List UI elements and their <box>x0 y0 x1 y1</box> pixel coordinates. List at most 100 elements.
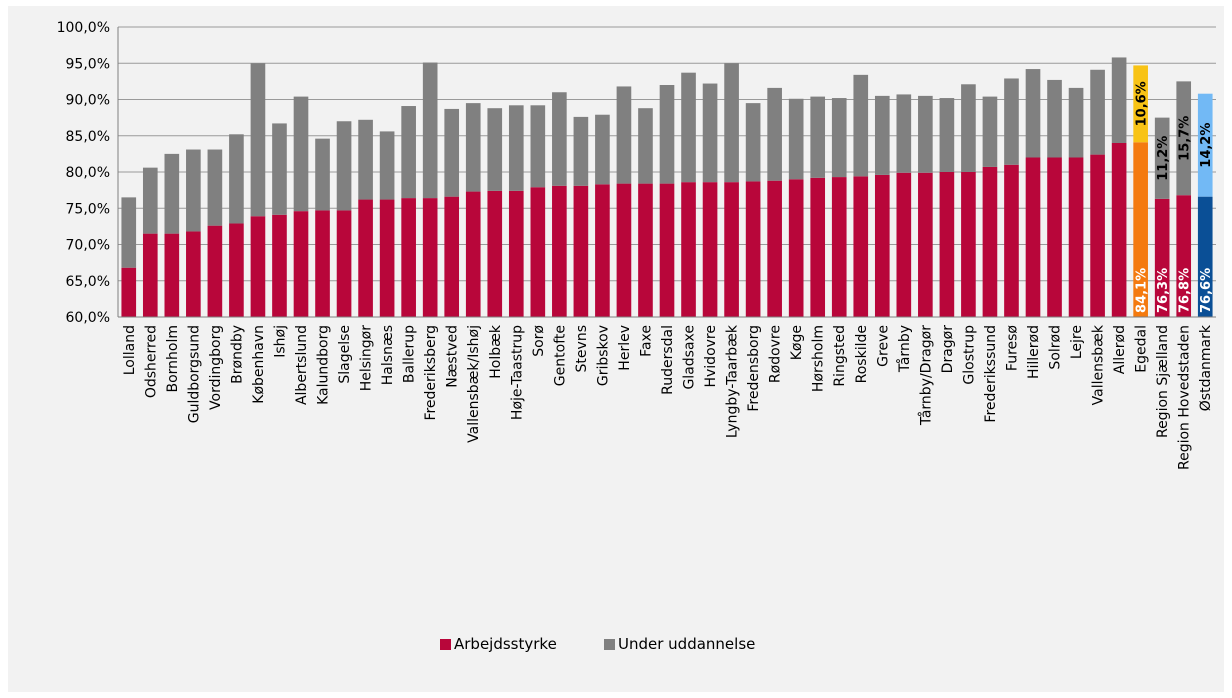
bar-arbejdsstyrke-holbæk <box>487 190 503 317</box>
bar-under-uddannelse-allerød <box>1111 57 1127 144</box>
x-category-label: Helsingør <box>359 325 375 392</box>
x-category-label: Brøndby <box>229 325 245 384</box>
bar-under-uddannelse-ballerup <box>401 106 416 199</box>
legend-swatch-under-uddannelse <box>604 639 615 650</box>
bar-under-uddannelse-bornholm <box>164 153 180 234</box>
x-category-label: Region Hovedstaden <box>1177 325 1193 470</box>
bar-under-uddannelse-solrød <box>1047 79 1062 158</box>
bar-arbejdsstyrke-vallensbæk <box>1090 154 1105 317</box>
x-category-label: Gentofte <box>552 325 568 386</box>
bar-under-uddannelse-tårnby <box>896 94 912 173</box>
bar-arbejdsstyrke-helsingør <box>358 199 373 317</box>
x-category-label: Rudersdal <box>660 325 676 395</box>
bar-arbejdsstyrke-sorø <box>530 187 546 317</box>
x-category-label: Tårnby <box>896 325 913 373</box>
bar-arbejdsstyrke-ishøj <box>272 214 287 317</box>
y-tick-label: 90,0% <box>66 93 110 109</box>
x-category-label: Furesø <box>1004 325 1020 372</box>
bar-arbejdsstyrke-østdanmark <box>1197 196 1213 317</box>
x-category-label: Holbæk <box>488 324 504 379</box>
x-category-label: Region Sjælland <box>1155 325 1171 438</box>
x-category-labels: Lolland Odsherred Bornholm Guldborgsund Vord… <box>122 324 1214 470</box>
legend-label-under-uddannelse: Under uddannelse <box>618 635 755 653</box>
x-category-label: Sorø <box>531 325 547 357</box>
data-label-arbejdsstyrke: 76,8% <box>1178 268 1193 313</box>
bar-under-uddannelse-herlev <box>616 86 632 184</box>
bar-arbejdsstyrke-furesø <box>1004 164 1019 317</box>
bar-arbejdsstyrke-ringsted <box>831 177 847 317</box>
bar-under-uddannelse-gribskov <box>595 114 610 185</box>
bar-arbejdsstyrke-bornholm <box>164 233 180 317</box>
bar-under-uddannelse-københavn <box>250 63 266 217</box>
bar-under-uddannelse-hvidovre <box>702 83 718 183</box>
x-category-label: Greve <box>875 325 891 367</box>
bar-under-uddannelse-odsherred <box>142 167 158 234</box>
x-category-label: Hillerød <box>1026 325 1042 379</box>
bar-under-uddannelse-høje-taastrup <box>508 105 524 191</box>
stacked-bar-chart: 84,1% 10,6% 76,3% 11,2% 76,8% 15,7% 76,6% 14,2%… <box>57 20 1216 653</box>
bar-arbejdsstyrke-slagelse <box>336 210 352 317</box>
bar-arbejdsstyrke-køge <box>788 179 804 317</box>
bar-arbejdsstyrke-gentofte <box>552 185 567 317</box>
bar-arbejdsstyrke-faxe <box>638 183 653 317</box>
y-tick-label: 95,0% <box>66 56 110 72</box>
bar-arbejdsstyrke-lolland <box>121 267 137 317</box>
y-tick-label: 100,0% <box>57 20 110 36</box>
x-category-label: Østdanmark <box>1198 324 1214 411</box>
bar-under-uddannelse-region-hovedstaden <box>1176 81 1192 196</box>
x-category-label: Fredensborg <box>746 325 762 412</box>
bar-arbejdsstyrke-hvidovre <box>702 182 718 317</box>
bar-under-uddannelse-sorø <box>530 105 546 188</box>
data-label-arbejdsstyrke: 84,1% <box>1135 268 1150 313</box>
x-category-label: Guldborgsund <box>186 325 202 423</box>
axes <box>117 27 1216 318</box>
bar-under-uddannelse-vallensbæk-ishøj <box>465 103 481 192</box>
bar-arbejdsstyrke-odsherred <box>142 233 158 317</box>
x-category-label: Ringsted <box>832 325 848 387</box>
bar-under-uddannelse-østdanmark <box>1197 93 1213 197</box>
x-category-label: Gribskov <box>595 325 611 386</box>
data-label-under-uddannelse: 11,2% <box>1156 136 1171 181</box>
x-category-label: Hørsholm <box>811 325 827 392</box>
bar-arbejdsstyrke-region-hovedstaden <box>1176 195 1192 317</box>
bar-under-uddannelse-gentofte <box>552 92 567 186</box>
x-category-label: Gladsaxe <box>682 325 698 390</box>
legend: Arbejdsstyrke Under uddannelse <box>440 635 755 653</box>
x-category-label: Solrød <box>1048 325 1064 370</box>
bar-under-uddannelse-dragør <box>939 98 955 172</box>
x-category-label: Herlev <box>617 325 633 371</box>
bar-arbejdsstyrke-hillerød <box>1025 157 1041 317</box>
bar-arbejdsstyrke-guldborgsund <box>186 231 201 317</box>
bar-under-uddannelse-næstved <box>444 108 460 197</box>
bar-arbejdsstyrke-dragør <box>939 172 955 317</box>
bar-arbejdsstyrke-rudersdal <box>659 183 675 317</box>
x-category-label: Slagelse <box>337 325 353 384</box>
bar-under-uddannelse-greve <box>874 95 890 175</box>
bar-arbejdsstyrke-solrød <box>1047 157 1062 317</box>
bar-arbejdsstyrke-gribskov <box>595 184 610 317</box>
bar-under-uddannelse-ringsted <box>831 98 847 178</box>
bar-arbejdsstyrke-høje-taastrup <box>508 190 524 317</box>
bar-under-uddannelse-frederiksberg <box>422 62 438 199</box>
bars <box>121 57 1213 317</box>
x-category-label: Vallensbæk <box>1091 324 1107 405</box>
x-category-label: Faxe <box>638 325 654 357</box>
y-tick-label: 70,0% <box>66 238 110 254</box>
bar-arbejdsstyrke-tårnby <box>896 172 912 317</box>
bar-arbejdsstyrke-lyngby-taarbæk <box>724 182 739 317</box>
y-tick-labels: 60,0% 65,0% 70,0% 75,0% 80,0% 85,0% 90,0% 95,0%… <box>57 20 110 326</box>
bar-under-uddannelse-slagelse <box>336 121 352 211</box>
bar-arbejdsstyrke-fredensborg <box>745 181 761 317</box>
bar-arbejdsstyrke-lejre <box>1068 157 1084 317</box>
x-category-label: Frederikssund <box>983 325 999 423</box>
bar-arbejdsstyrke-vordingborg <box>207 225 223 317</box>
x-category-label: Rødovre <box>768 325 784 383</box>
x-category-label: Stevns <box>574 325 590 372</box>
y-tick-label: 65,0% <box>66 274 110 290</box>
bar-under-uddannelse-vallensbæk <box>1090 69 1105 155</box>
y-tick-label: 80,0% <box>66 165 110 181</box>
bar-under-uddannelse-hørsholm <box>810 96 826 178</box>
bar-under-uddannelse-guldborgsund <box>186 149 201 232</box>
bar-arbejdsstyrke-albertslund <box>293 211 309 317</box>
bar-arbejdsstyrke-vallensbæk-ishøj <box>465 191 481 317</box>
